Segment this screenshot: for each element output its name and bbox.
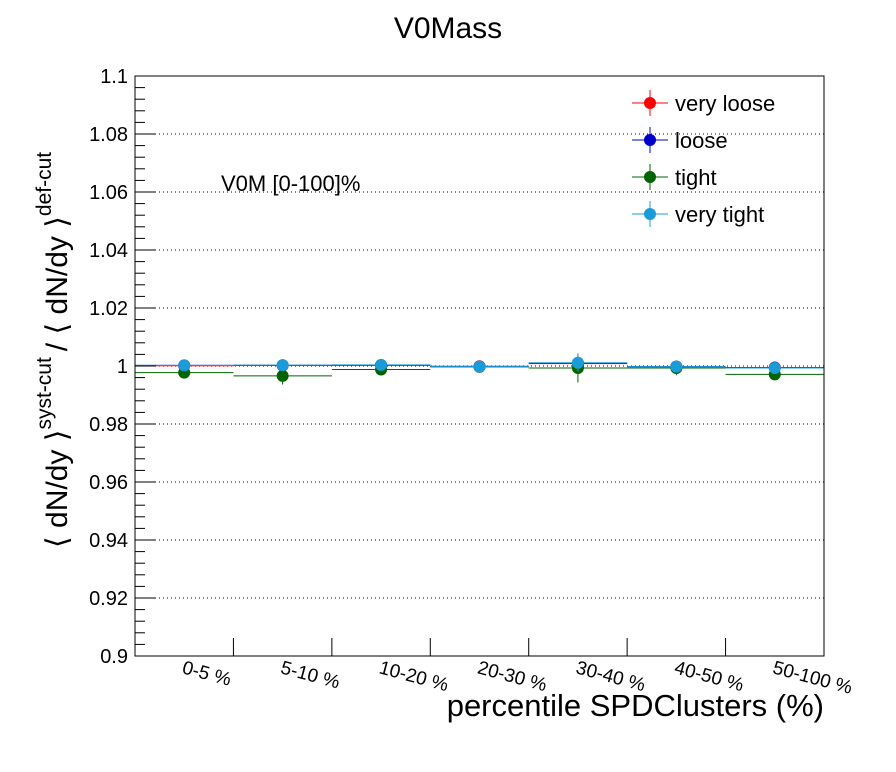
y-tick-label: 1.04 xyxy=(89,240,128,262)
y-tick-label: 1.06 xyxy=(89,182,128,204)
data-point xyxy=(670,360,683,373)
series-very-tight xyxy=(135,354,824,375)
data-point xyxy=(276,359,289,372)
centrality-annotation: V0M [0-100]% xyxy=(221,171,360,196)
y-axis-label: ⟨ dN/dy ⟩syst-cut / ⟨ dN/dy ⟩def-cut xyxy=(33,152,74,548)
legend-label: very tight xyxy=(675,202,764,227)
y-label-sup-syst: syst-cut xyxy=(33,357,56,430)
legend: very loose loose tight very tight xyxy=(632,90,775,227)
y-tick-label: 1 xyxy=(117,356,128,378)
y-tick-label: 0.92 xyxy=(89,588,128,610)
y-label-numerator: ⟨ dN/dy ⟩ xyxy=(41,430,74,548)
y-label-denominator: / ⟨ dN/dy ⟩ xyxy=(41,216,74,351)
data-point xyxy=(178,359,191,372)
x-tick-label: 5-10 % xyxy=(278,658,342,694)
legend-label: tight xyxy=(675,165,717,190)
legend-entry: tight xyxy=(632,164,717,190)
legend-entry: loose xyxy=(632,127,728,153)
legend-marker xyxy=(644,208,656,220)
legend-entry: very loose xyxy=(632,90,775,116)
x-tick-label: 0-5 % xyxy=(180,658,233,691)
y-tick-label: 1.02 xyxy=(89,298,128,320)
data-point xyxy=(276,369,289,382)
data-series xyxy=(135,353,824,385)
legend-marker xyxy=(644,134,656,146)
chart-title: V0Mass xyxy=(394,12,502,45)
data-point xyxy=(768,362,781,375)
x-tick-label: 10-20 % xyxy=(377,658,451,697)
y-label-sup-def: def-cut xyxy=(33,152,56,216)
y-tick-label: 1.08 xyxy=(89,124,128,146)
y-tick-label: 0.96 xyxy=(89,472,128,494)
legend-marker xyxy=(644,171,656,183)
y-tick-label: 0.94 xyxy=(89,530,128,552)
y-tick-label: 0.9 xyxy=(100,646,128,668)
legend-label: very loose xyxy=(675,91,775,116)
data-point xyxy=(473,360,486,373)
legend-label: loose xyxy=(675,128,728,153)
data-point xyxy=(375,358,388,371)
y-tick-label: 0.98 xyxy=(89,414,128,436)
x-axis-label: percentile SPDClusters (%) xyxy=(447,688,824,723)
legend-marker xyxy=(644,97,656,109)
y-tick-label: 1.1 xyxy=(100,66,128,88)
data-point xyxy=(571,356,584,369)
y-axis-ticks: 0.9 0.92 0.94 0.96 0.98 1 1.02 1.04 1.06 1.08 1.1 xyxy=(89,66,156,668)
legend-entry: very tight xyxy=(632,201,764,227)
